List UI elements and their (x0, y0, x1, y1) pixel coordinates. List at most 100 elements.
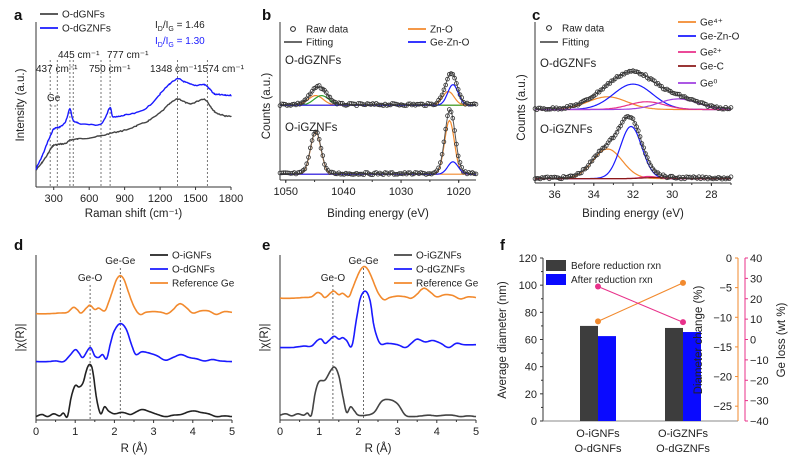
raw-data-point (473, 171, 479, 177)
raw-data-point (455, 87, 461, 92)
raw-data-point (430, 102, 436, 108)
secondary-tick-label: −20 (750, 375, 769, 387)
fit-envelope (535, 115, 731, 179)
raw-data-point (450, 115, 456, 121)
legend-o-dgnfs-label: O-dGNFs (62, 10, 105, 21)
x-tick-label: 30 (666, 189, 678, 201)
raw-data-point (388, 170, 393, 176)
x-tick-label: 3 (151, 426, 157, 438)
sample-label: O-iGZNFs (540, 124, 593, 136)
y-axis-title: Counts (a.u.) (261, 73, 273, 140)
panel-letter: f (500, 237, 506, 254)
secondary-series-marker (680, 319, 686, 326)
raw-data-point (728, 174, 734, 180)
x-tick-label: 1500 (183, 193, 207, 205)
secondary-series-marker (680, 279, 686, 286)
raw-data-point (455, 153, 461, 159)
secondary-tick-label: −15 (713, 342, 732, 354)
secondary-tick-label: 30 (750, 273, 762, 285)
raw-data-point (454, 81, 459, 86)
x-tick-label: 900 (115, 193, 133, 205)
x-tick-label: 1030 (389, 186, 413, 198)
y-tick-label: 60 (525, 335, 537, 347)
raw-data-point (609, 135, 614, 141)
x-tick-label: 28 (705, 189, 717, 201)
y-tick-label: 20 (525, 389, 537, 401)
x-axis-title: Binding energy (eV) (582, 208, 684, 220)
raw-data-point (316, 137, 322, 142)
secondary-axis-title: Ge loss (wt %) (776, 302, 788, 377)
secondary-tick-label: −10 (713, 312, 732, 324)
secondary-tick-label: −30 (750, 396, 769, 408)
raw-data-point (445, 113, 450, 118)
legend-reference-ge-label: Reference Ge (416, 279, 479, 290)
raw-data-point (457, 160, 463, 165)
raw-data-point (452, 128, 457, 133)
raw-data-point (618, 123, 623, 129)
raw-data-point (641, 145, 646, 151)
secondary-tick-label: 20 (750, 294, 762, 306)
secondary-tick-label: −10 (750, 355, 769, 367)
bond-label: Ge-Ge (105, 256, 135, 267)
raw-data-point (436, 165, 441, 171)
raw-data-point (459, 165, 465, 170)
raw-data-point (304, 161, 310, 167)
raw-data-point (307, 145, 313, 151)
y-axis-title: |χ(R)| (259, 324, 271, 352)
raw-data-point (450, 72, 456, 77)
raw-data-point (719, 106, 725, 112)
secondary-tick-label: 0 (750, 335, 756, 347)
legend-raw-data-label: Raw data (306, 25, 349, 36)
raw-data-point (338, 101, 343, 106)
peak-label: 445 cm⁻¹ (58, 50, 100, 61)
x-tick-label: 1800 (219, 193, 243, 205)
series-line-o-dgznfs (35, 77, 232, 170)
legend-o-ignfs-label: O-iGNFs (172, 251, 211, 262)
peak-label: 437 cm⁻¹ (36, 64, 78, 75)
raw-data-point (304, 96, 310, 102)
raw-data-point (368, 172, 374, 178)
x-tick-label: 2 (111, 426, 117, 438)
x-tick-label: 1020 (446, 186, 470, 198)
x-tick-label: 5 (473, 426, 479, 438)
raw-data-point (614, 130, 620, 135)
series-line-o-dgnfs (36, 322, 232, 363)
x-tick-label: 36 (548, 189, 560, 201)
secondary-tick-label: −5 (719, 283, 732, 295)
legend-ge2-label: Ge²⁺ (700, 48, 722, 59)
secondary-tick-label: 0 (726, 253, 732, 265)
legend-o-dgznfs-label: O-dGZNFs (62, 24, 111, 35)
raw-data-point (471, 171, 477, 177)
x-tick-label: 0 (33, 426, 39, 438)
secondary-tick-label: −20 (713, 372, 732, 384)
legend-label: Before reduction rxn (571, 261, 661, 272)
raw-data-point (409, 172, 415, 177)
secondary-tick-label: 40 (750, 253, 762, 265)
id-ig-ratio-o-dgnfs: ID/IG = 1.46 (155, 20, 205, 33)
raw-data-point (297, 169, 302, 175)
secondary-axis-title: Diameter change (%) (693, 286, 705, 395)
peak-label: 750 cm⁻¹ (89, 64, 131, 75)
x-tick-label: 1050 (274, 186, 298, 198)
raw-data-point (382, 170, 388, 175)
legend-reference-ge-label: Reference Ge (172, 279, 235, 290)
category-label-secondary: O-dGNFs (574, 443, 622, 455)
raw-data-point (445, 76, 450, 82)
raw-data-point (609, 78, 614, 84)
raw-data-point (675, 91, 680, 97)
category-label-secondary: O-dGZNFs (656, 443, 710, 455)
raw-data-point (329, 169, 335, 175)
panel-a: a 300 600 900 1200 1500 1800 Intensity (a.u.) Ra… (14, 7, 245, 220)
series-line-o-dgznfs (279, 290, 476, 349)
raw-data-point (637, 71, 643, 77)
secondary-series-line (597, 285, 684, 323)
secondary-tick-label: −40 (750, 416, 769, 428)
raw-data-point (438, 160, 443, 165)
y-tick-label: 100 (519, 280, 537, 292)
sample-label: O-dGZNFs (540, 58, 596, 70)
panel-b: 1050 1040 1030 1020 Counts (a.u.) Binding ene… (261, 7, 479, 220)
series-line-reference-ge (280, 265, 477, 301)
raw-data-point (630, 116, 636, 121)
peak-label: 1348 cm⁻¹ (150, 64, 198, 75)
x-tick-label: 4 (434, 426, 440, 438)
